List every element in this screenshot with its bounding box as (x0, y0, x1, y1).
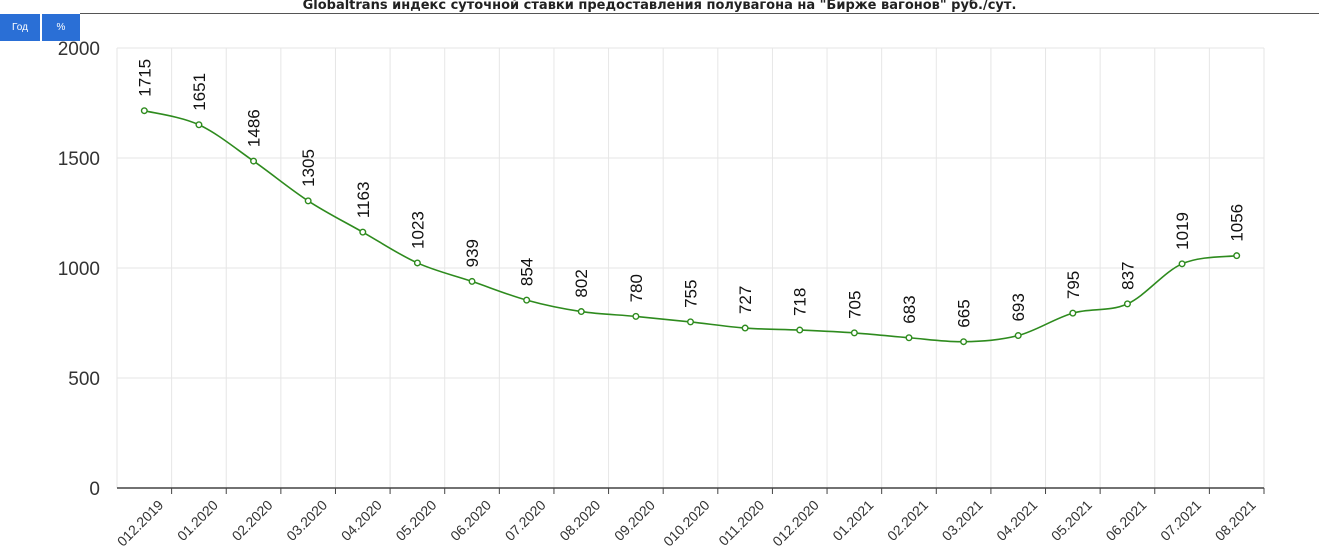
grid (116, 47, 1265, 488)
data-points (140, 107, 1241, 346)
x-tick-label: 03.2020 (283, 497, 330, 544)
data-label: 1023 (408, 211, 427, 249)
data-point (632, 312, 640, 320)
header-divider (80, 13, 1319, 14)
percent-button[interactable]: % (42, 14, 80, 41)
data-point (304, 197, 312, 205)
data-label: 1651 (190, 73, 209, 111)
data-label: 854 (518, 258, 537, 286)
data-label: 795 (1064, 271, 1083, 299)
data-point (1069, 309, 1077, 317)
data-point (1123, 300, 1131, 308)
data-point (250, 157, 258, 165)
y-tick-label: 1000 (58, 259, 100, 280)
chart-title: Globaltrans индекс суточной ставки предо… (302, 0, 1017, 12)
data-label: 1056 (1228, 204, 1247, 242)
data-point (140, 107, 148, 115)
x-tick-label: 06.2020 (447, 497, 494, 544)
x-tick-label: 010.2020 (660, 497, 713, 550)
x-tick-label: 03.2021 (939, 497, 986, 544)
x-tick-label: 012.2020 (769, 497, 822, 550)
data-point (850, 329, 858, 337)
data-label: 727 (736, 286, 755, 314)
x-tick-label: 012.2019 (114, 497, 167, 550)
data-label: 1163 (354, 182, 373, 219)
data-label: 1715 (135, 59, 154, 97)
data-label: 1305 (299, 149, 318, 187)
x-tick-label: 08.2020 (556, 497, 603, 544)
x-tick-label: 02.2020 (229, 497, 276, 544)
data-label: 755 (682, 280, 701, 308)
data-point (1233, 252, 1241, 260)
data-point (960, 338, 968, 346)
data-point (741, 324, 749, 332)
data-point (195, 121, 203, 129)
x-tick-label: 07.2020 (502, 497, 549, 544)
x-tick-label: 01.2021 (829, 497, 876, 544)
x-tick-label: 01.2020 (174, 497, 221, 544)
data-point (905, 334, 913, 342)
data-point (359, 228, 367, 236)
x-tick-label: 04.2020 (338, 497, 385, 544)
x-tick-label: 09.2020 (611, 497, 658, 544)
x-tick-label: 06.2021 (1102, 497, 1149, 544)
data-point (523, 296, 531, 304)
y-tick-label: 1500 (58, 149, 100, 170)
data-point (577, 308, 585, 316)
y-tick-label: 0 (89, 479, 100, 500)
data-label: 780 (627, 274, 646, 302)
y-tick-label: 500 (68, 369, 100, 390)
data-point (687, 318, 695, 326)
data-point (796, 326, 804, 334)
data-label: 718 (791, 288, 810, 316)
data-point (1178, 260, 1186, 268)
data-labels: 1715 1651 1486 1305 1163 1023 939 854 802 780 755 7… (135, 59, 1246, 328)
x-tick-label: 07.2021 (1157, 497, 1204, 544)
x-tick-label: 05.2021 (1048, 497, 1095, 544)
x-tick-label: 011.2020 (715, 497, 767, 549)
data-point (413, 259, 421, 267)
data-label: 665 (955, 299, 974, 327)
data-label: 683 (900, 295, 919, 323)
data-label: 1019 (1173, 212, 1192, 250)
y-tick-label: 2000 (58, 39, 100, 60)
data-label: 705 (845, 291, 864, 319)
data-point (468, 277, 476, 285)
x-tick-label: 08.2021 (1212, 497, 1259, 544)
x-tick-label: 02.2021 (884, 497, 931, 544)
data-label: 1486 (245, 109, 264, 147)
data-label: 802 (572, 269, 591, 297)
data-label: 939 (463, 239, 482, 267)
x-tick-label: 05.2020 (392, 497, 439, 544)
data-point (1014, 332, 1022, 340)
data-label: 693 (1009, 293, 1028, 321)
data-label: 837 (1118, 261, 1137, 289)
year-button[interactable]: Год (0, 14, 40, 41)
x-tick-label: 04.2021 (993, 497, 1040, 544)
